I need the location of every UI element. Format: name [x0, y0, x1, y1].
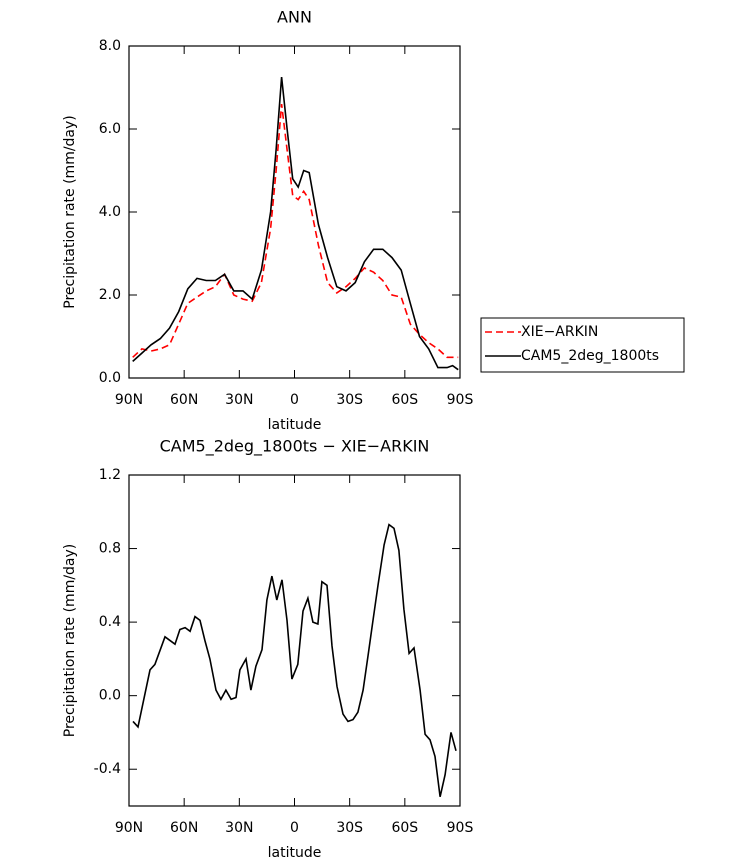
x-axis-label: latitude — [268, 417, 322, 433]
y-tick-label: 0.8 — [99, 541, 121, 557]
x-tick-label: 60N — [170, 820, 198, 836]
y-tick-label: 6.0 — [99, 121, 121, 137]
y-tick-label: 1.2 — [99, 467, 121, 483]
x-tick-label: 30N — [225, 392, 253, 408]
y-axis-label: Precipitation rate (mm/day) — [62, 115, 78, 309]
x-tick-label: 60S — [391, 820, 418, 836]
y-tick-label: 0.0 — [99, 688, 121, 704]
legend-label: XIE−ARKIN — [521, 324, 598, 340]
chart-title: ANN — [277, 8, 312, 27]
x-tick-label: 90N — [115, 820, 143, 836]
plot-frame — [128, 45, 461, 379]
chart-title: CAM5_2deg_1800ts − XIE−ARKIN — [160, 437, 430, 457]
y-tick-label: 0.0 — [99, 370, 121, 386]
x-tick-label: 90N — [115, 392, 143, 408]
legend-box — [480, 317, 685, 373]
x-tick-label: 0 — [290, 820, 299, 836]
data-line — [132, 104, 459, 359]
x-tick-label: 90S — [447, 392, 474, 408]
data-line — [132, 523, 457, 797]
x-tick-label: 60S — [391, 392, 418, 408]
y-tick-label: -0.4 — [94, 761, 121, 777]
y-tick-label: 0.4 — [99, 614, 121, 630]
x-tick-label: 60N — [170, 392, 198, 408]
x-axis-label: latitude — [268, 845, 322, 861]
x-tick-label: 30N — [225, 820, 253, 836]
x-tick-label: 30S — [336, 392, 363, 408]
data-line — [132, 77, 459, 371]
plot-frame — [128, 474, 461, 807]
x-tick-label: 0 — [290, 392, 299, 408]
y-tick-label: 4.0 — [99, 204, 121, 220]
x-tick-label: 90S — [447, 820, 474, 836]
legend-label: CAM5_2deg_1800ts — [521, 348, 659, 364]
y-tick-label: 8.0 — [99, 38, 121, 54]
y-axis-label: Precipitation rate (mm/day) — [62, 544, 78, 738]
x-tick-label: 30S — [336, 820, 363, 836]
y-tick-label: 2.0 — [99, 287, 121, 303]
